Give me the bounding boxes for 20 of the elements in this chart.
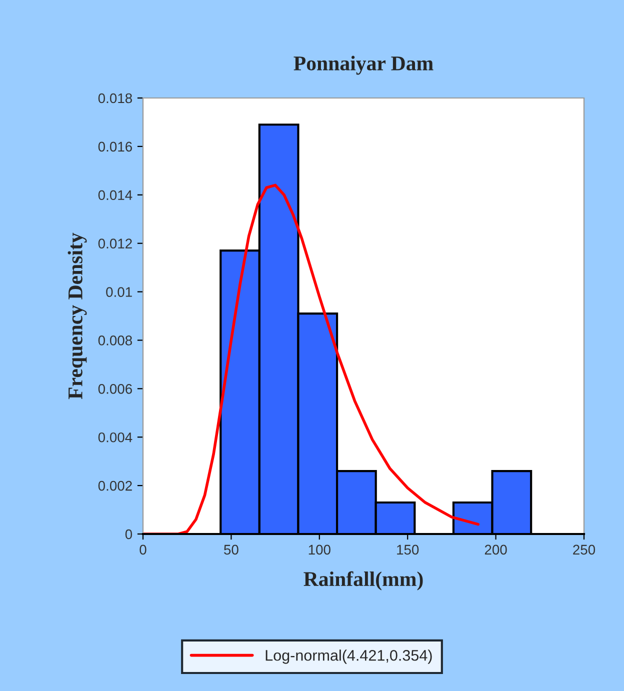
- y-tick-label: 0: [125, 529, 132, 540]
- x-tick-label: 150: [397, 544, 419, 555]
- chart-title: Ponnaiyar Dam: [294, 56, 434, 75]
- x-tick-label: 250: [573, 544, 596, 555]
- y-tick-label: 0.008: [98, 336, 132, 346]
- y-axis-title: Frequency Density: [68, 232, 87, 400]
- y-tick-label: 0.002: [98, 480, 132, 491]
- y-tick-label: 0.004: [98, 432, 132, 442]
- y-tick-label: 0.014: [98, 190, 132, 200]
- y-tick-label: 0.018: [98, 93, 132, 104]
- x-tick-label: 200: [484, 544, 507, 555]
- y-tick-label: 0.012: [98, 238, 132, 249]
- y-tick-label: 0.01: [106, 287, 132, 297]
- y-tick-label: 0.016: [98, 142, 132, 152]
- x-axis-title: Rainfall(mm): [304, 571, 423, 590]
- x-tick-label: 0: [140, 544, 146, 555]
- x-tick-label: 50: [224, 544, 238, 555]
- y-tick-label: 0.006: [98, 384, 132, 394]
- legend-label: Log-normal(4.421,0.354): [266, 650, 432, 664]
- x-tick-label: 100: [308, 544, 330, 555]
